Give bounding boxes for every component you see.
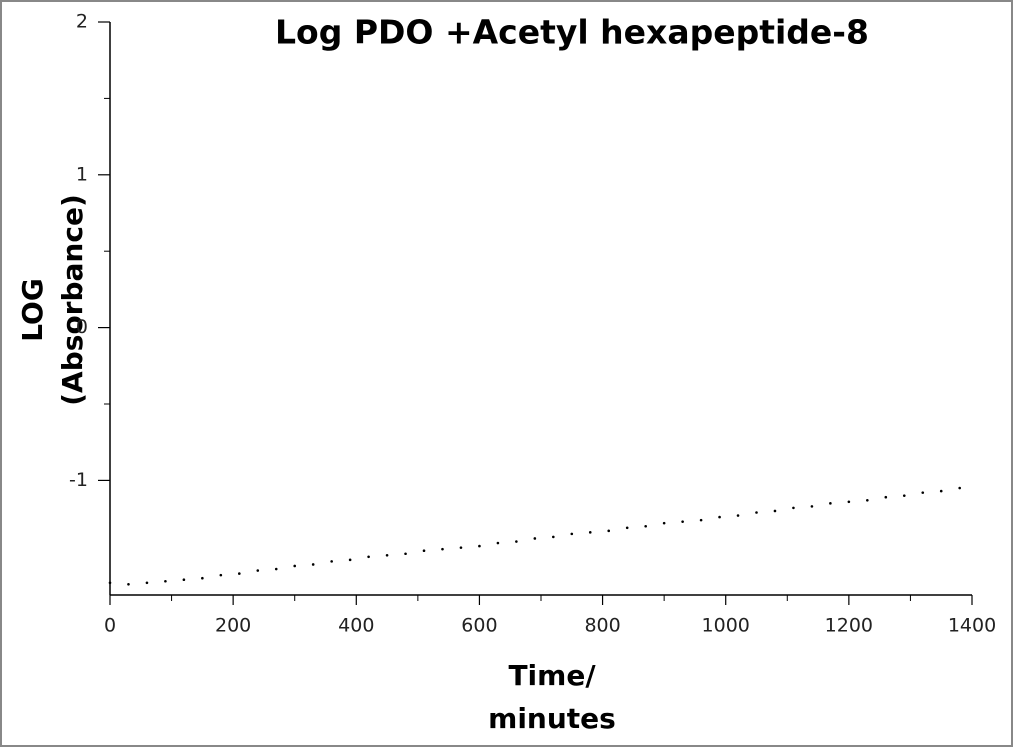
data-point — [939, 489, 943, 493]
data-point — [773, 509, 777, 513]
data-point — [958, 486, 961, 490]
data-point — [404, 552, 407, 556]
data-point — [385, 553, 389, 557]
x-axis-label: Time/ — [508, 659, 596, 692]
x-tick-label: 0 — [104, 615, 116, 637]
data-point — [145, 581, 149, 585]
data-point — [533, 537, 537, 540]
data-point — [164, 579, 167, 583]
x-tick-label: 1000 — [702, 615, 750, 637]
x-tick-label: 800 — [584, 615, 620, 637]
data-point — [662, 521, 666, 525]
y-axis-label: (Absorbance) — [56, 194, 89, 405]
y-axis-label: LOG — [16, 278, 49, 342]
data-point — [902, 494, 906, 497]
data-point — [459, 546, 463, 549]
data-point — [330, 560, 333, 563]
data-point — [422, 549, 426, 552]
data-point — [496, 541, 500, 545]
y-tick-label: 2 — [76, 11, 88, 33]
data-point — [884, 495, 888, 499]
data-point — [570, 532, 574, 536]
data-point — [644, 524, 647, 528]
x-tick-label: 1400 — [948, 615, 996, 637]
data-point — [625, 526, 629, 530]
data-point — [293, 564, 297, 568]
x-tick-label: 200 — [215, 615, 251, 637]
y-tick-label: 0 — [76, 316, 88, 338]
data-point — [681, 520, 684, 523]
y-tick-label: 1 — [76, 163, 88, 185]
data-point — [367, 555, 370, 559]
data-point — [588, 531, 592, 534]
data-point — [256, 569, 260, 572]
data-point — [810, 505, 814, 508]
data-point — [274, 567, 278, 571]
data-point — [219, 573, 223, 577]
x-axis-label: minutes — [488, 702, 616, 735]
data-point — [478, 544, 481, 548]
x-tick-label: 1200 — [825, 615, 873, 637]
x-tick-label: 600 — [461, 615, 497, 637]
data-point — [441, 547, 444, 551]
data-point — [755, 511, 758, 514]
data-point — [792, 506, 795, 510]
data-point — [736, 514, 740, 517]
data-point — [718, 515, 721, 519]
data-point — [699, 518, 703, 522]
data-point — [921, 491, 925, 494]
data-point — [108, 581, 112, 585]
data-point — [829, 502, 832, 505]
y-tick-label: -1 — [69, 469, 88, 491]
data-point — [348, 558, 352, 562]
data-point — [552, 535, 555, 539]
data-point — [847, 500, 851, 504]
data-point — [515, 540, 518, 543]
data-point — [182, 578, 186, 582]
data-point — [866, 498, 869, 502]
data-point — [127, 583, 130, 586]
chart-title: Log PDO +Acetyl hexapeptide-8 — [275, 13, 869, 52]
data-point — [238, 572, 241, 575]
data-point — [201, 576, 204, 580]
data-point — [311, 563, 315, 566]
x-tick-label: 400 — [338, 615, 374, 637]
data-point — [607, 529, 611, 533]
